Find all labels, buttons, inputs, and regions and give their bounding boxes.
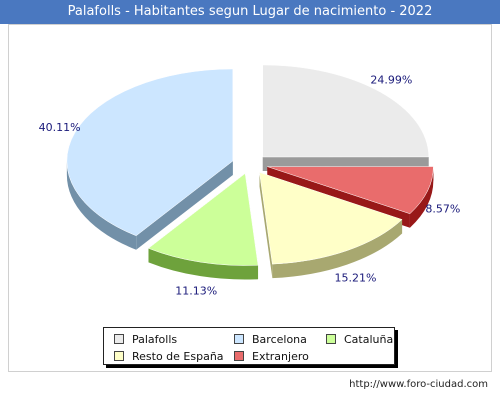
legend-item: Resto de España	[114, 349, 224, 363]
legend-item: Cataluña	[326, 332, 393, 346]
legend-item: Extranjero	[234, 349, 309, 363]
chart-legend: Palafolls Barcelona Cataluña Resto de Españ…	[103, 327, 395, 365]
legend-swatch	[234, 334, 244, 344]
legend-label: Cataluña	[344, 332, 394, 346]
pie-slice-2	[259, 172, 403, 265]
pie-label-0: 24.99%	[370, 74, 412, 87]
legend-swatch	[114, 334, 124, 344]
pie-slice-0	[262, 64, 429, 158]
pie-label-2: 15.21%	[334, 271, 376, 284]
pie-label-4: 40.11%	[39, 121, 81, 134]
pie-slice-4	[66, 68, 234, 237]
legend-label: Resto de España	[132, 349, 224, 363]
legend-swatch	[326, 334, 336, 344]
pie-slice-side-1-0	[409, 166, 434, 228]
pie-label-3: 11.13%	[175, 285, 217, 298]
pie-slice-side-4-0	[66, 160, 137, 250]
pie-slice-cut-2-1	[259, 172, 273, 279]
legend-swatch	[234, 351, 244, 361]
pie-slice-side-3-0	[148, 248, 259, 280]
pie-slice-side-2-0	[272, 219, 403, 279]
legend-swatch	[114, 351, 124, 361]
chart-title: Palafolls - Habitantes segun Lugar de na…	[0, 0, 500, 24]
pie-slice-3	[147, 173, 259, 266]
source-url: http://www.foro-ciudad.com	[349, 379, 488, 390]
legend-label: Barcelona	[252, 332, 307, 346]
pie-slice-cut-4-0	[136, 160, 233, 250]
legend-item: Palafolls	[114, 332, 177, 346]
legend-label: Extranjero	[252, 349, 309, 363]
legend-label: Palafolls	[132, 332, 178, 346]
pie-label-1: 8.57%	[425, 202, 460, 215]
legend-item: Barcelona	[234, 332, 307, 346]
pie-slice-1	[267, 166, 434, 215]
